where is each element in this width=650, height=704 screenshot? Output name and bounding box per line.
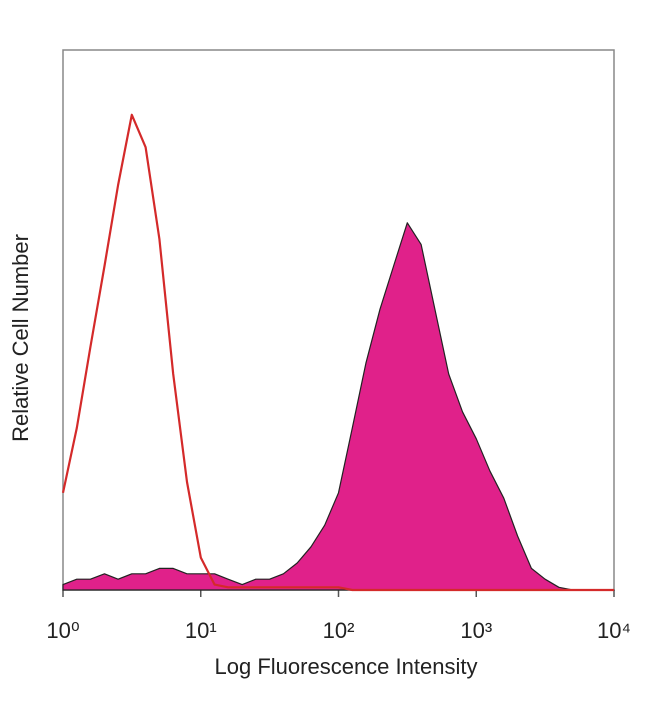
x-tick-label: 10³ [460, 618, 492, 643]
y-axis-label: Relative Cell Number [8, 234, 33, 442]
histogram-line [61, 113, 614, 592]
x-tick-label: 10⁰ [46, 618, 79, 643]
x-tick-label: 10⁴ [597, 618, 631, 643]
histogram-area [62, 222, 615, 591]
x-axis-label: Log Fluorescence Intensity [215, 654, 478, 679]
x-tick-label: 10² [323, 618, 355, 643]
x-tick-label: 10¹ [185, 618, 217, 643]
